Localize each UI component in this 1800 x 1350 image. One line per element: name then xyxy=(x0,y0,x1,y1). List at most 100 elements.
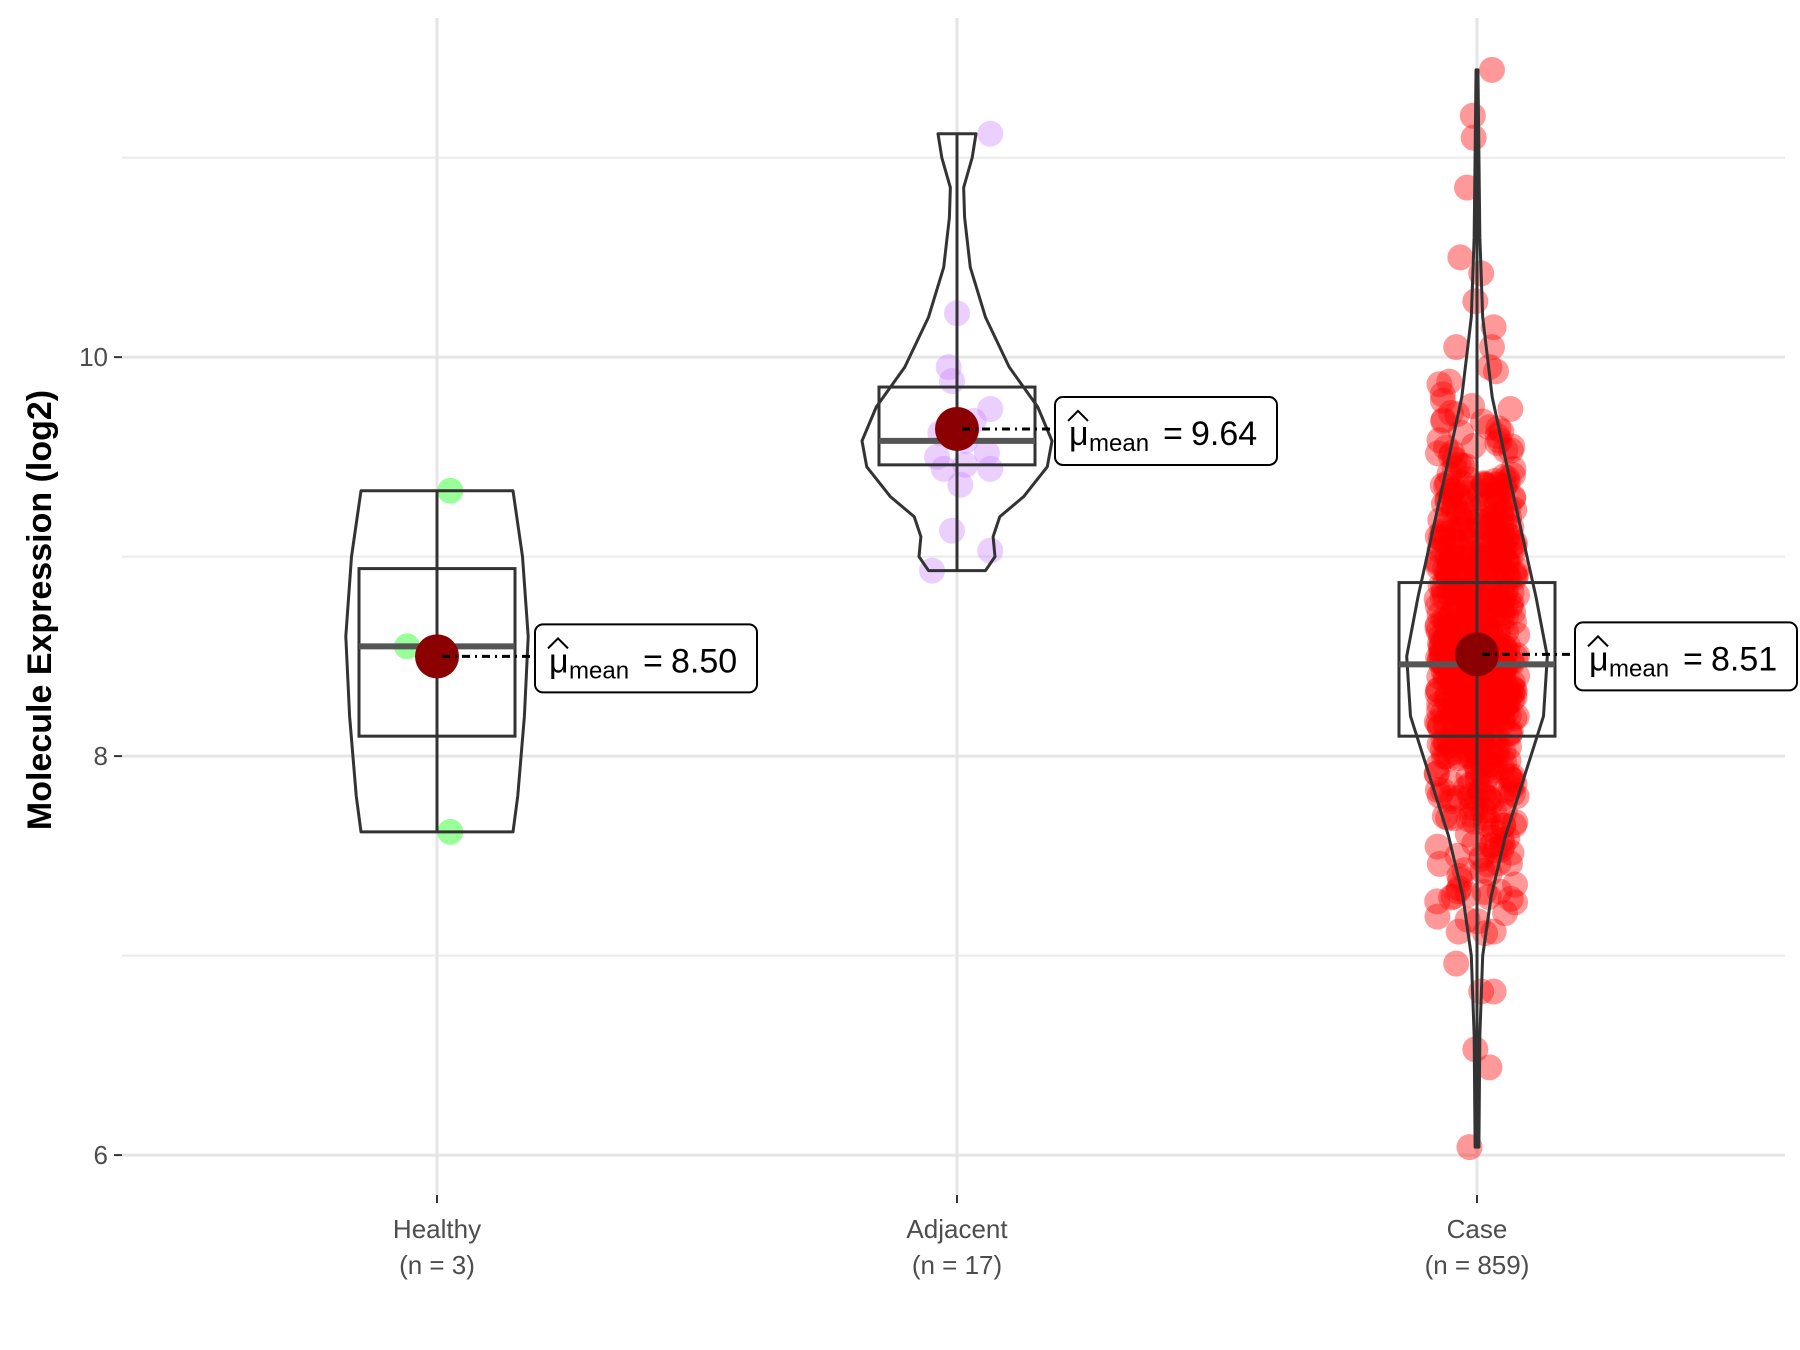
data-point xyxy=(1496,763,1523,790)
data-point xyxy=(1451,676,1478,703)
data-point xyxy=(1480,314,1507,341)
data-point xyxy=(1438,613,1465,640)
data-point xyxy=(1487,530,1514,557)
data-point xyxy=(973,439,1000,466)
y-axis-title: Molecule Expression (log2) xyxy=(21,390,59,830)
hat-icon xyxy=(1587,634,1609,648)
data-point xyxy=(1431,803,1458,830)
data-point xyxy=(1497,534,1524,561)
data-point xyxy=(1467,595,1494,622)
data-point xyxy=(1432,607,1459,634)
data-point xyxy=(1483,492,1510,519)
data-point xyxy=(1476,532,1503,559)
data-point xyxy=(1434,688,1461,715)
data-point xyxy=(1459,585,1486,612)
data-point xyxy=(1476,785,1503,812)
data-point xyxy=(1494,825,1521,852)
data-point xyxy=(1451,556,1478,583)
group-case: μ mean = 8.51 xyxy=(1397,56,1798,1161)
data-point xyxy=(1504,663,1531,690)
data-point xyxy=(1438,481,1465,508)
data-point xyxy=(1487,511,1514,538)
data-point xyxy=(1440,596,1467,623)
data-point xyxy=(1487,526,1514,553)
data-point xyxy=(1444,690,1471,717)
data-point xyxy=(1440,739,1467,766)
data-point xyxy=(1483,699,1510,726)
data-point xyxy=(1437,545,1464,572)
data-point xyxy=(1459,593,1486,620)
data-point xyxy=(1468,776,1495,803)
data-point xyxy=(1481,588,1508,615)
data-point xyxy=(1481,817,1508,844)
data-point xyxy=(1430,573,1457,600)
data-point xyxy=(1495,549,1522,576)
mean-label-value: 8.51 xyxy=(1711,640,1777,678)
data-point xyxy=(1461,692,1488,719)
data-point xyxy=(1502,871,1529,898)
data-point xyxy=(1430,606,1457,633)
data-point xyxy=(1477,683,1504,710)
data-point xyxy=(1424,614,1451,641)
data-point xyxy=(977,120,1004,147)
data-point xyxy=(1488,541,1515,568)
data-point xyxy=(1434,608,1461,635)
data-point xyxy=(1449,559,1476,586)
data-point xyxy=(1485,540,1512,567)
data-point xyxy=(1474,613,1501,640)
data-point xyxy=(1452,669,1479,696)
data-point xyxy=(1477,518,1504,545)
data-point xyxy=(1424,549,1451,576)
mean-label-symbol: μ xyxy=(549,642,569,680)
data-point xyxy=(1490,557,1517,584)
mean-label-equals: = xyxy=(643,642,663,680)
data-point xyxy=(1478,56,1505,83)
data-point xyxy=(1467,551,1494,578)
data-point xyxy=(1480,757,1507,784)
data-point xyxy=(1489,705,1516,732)
data-point xyxy=(1430,637,1457,664)
data-point xyxy=(1472,595,1499,622)
data-point xyxy=(1452,525,1479,552)
data-point xyxy=(1482,753,1509,780)
data-point xyxy=(1445,500,1472,527)
data-point xyxy=(1441,493,1468,520)
data-point xyxy=(1438,548,1465,575)
data-point xyxy=(1474,851,1501,878)
data-point xyxy=(1437,443,1464,470)
data-point xyxy=(1494,521,1521,548)
data-point xyxy=(1459,475,1486,502)
mean-label-symbol: μ xyxy=(1069,415,1089,453)
data-point xyxy=(1440,497,1467,524)
data-point xyxy=(1441,684,1468,711)
data-point xyxy=(1461,727,1488,754)
data-point xyxy=(1453,605,1480,632)
data-point xyxy=(1429,648,1456,675)
data-point xyxy=(1427,714,1454,741)
data-point xyxy=(1498,674,1525,701)
data-point xyxy=(1445,451,1472,478)
data-point xyxy=(1460,710,1487,737)
iqr-box xyxy=(357,567,517,738)
data-point xyxy=(1440,542,1467,569)
data-point xyxy=(1485,610,1512,637)
data-point xyxy=(1466,512,1493,539)
data-point xyxy=(1439,599,1466,626)
data-point xyxy=(1427,633,1454,660)
data-point xyxy=(1427,573,1454,600)
data-point xyxy=(1445,515,1472,542)
data-point xyxy=(1490,785,1517,812)
data-point xyxy=(1478,751,1505,778)
data-point xyxy=(1491,692,1518,719)
data-point xyxy=(1424,440,1451,467)
mean-label-subscript: mean xyxy=(1089,430,1149,457)
data-point xyxy=(1445,784,1472,811)
data-point xyxy=(1461,830,1488,857)
data-point xyxy=(1493,603,1520,630)
data-point xyxy=(1424,681,1451,708)
data-point xyxy=(1475,543,1502,570)
data-point xyxy=(1499,540,1526,567)
data-point xyxy=(1468,845,1495,872)
group-adjacent: μ mean = 9.64 xyxy=(860,120,1278,584)
